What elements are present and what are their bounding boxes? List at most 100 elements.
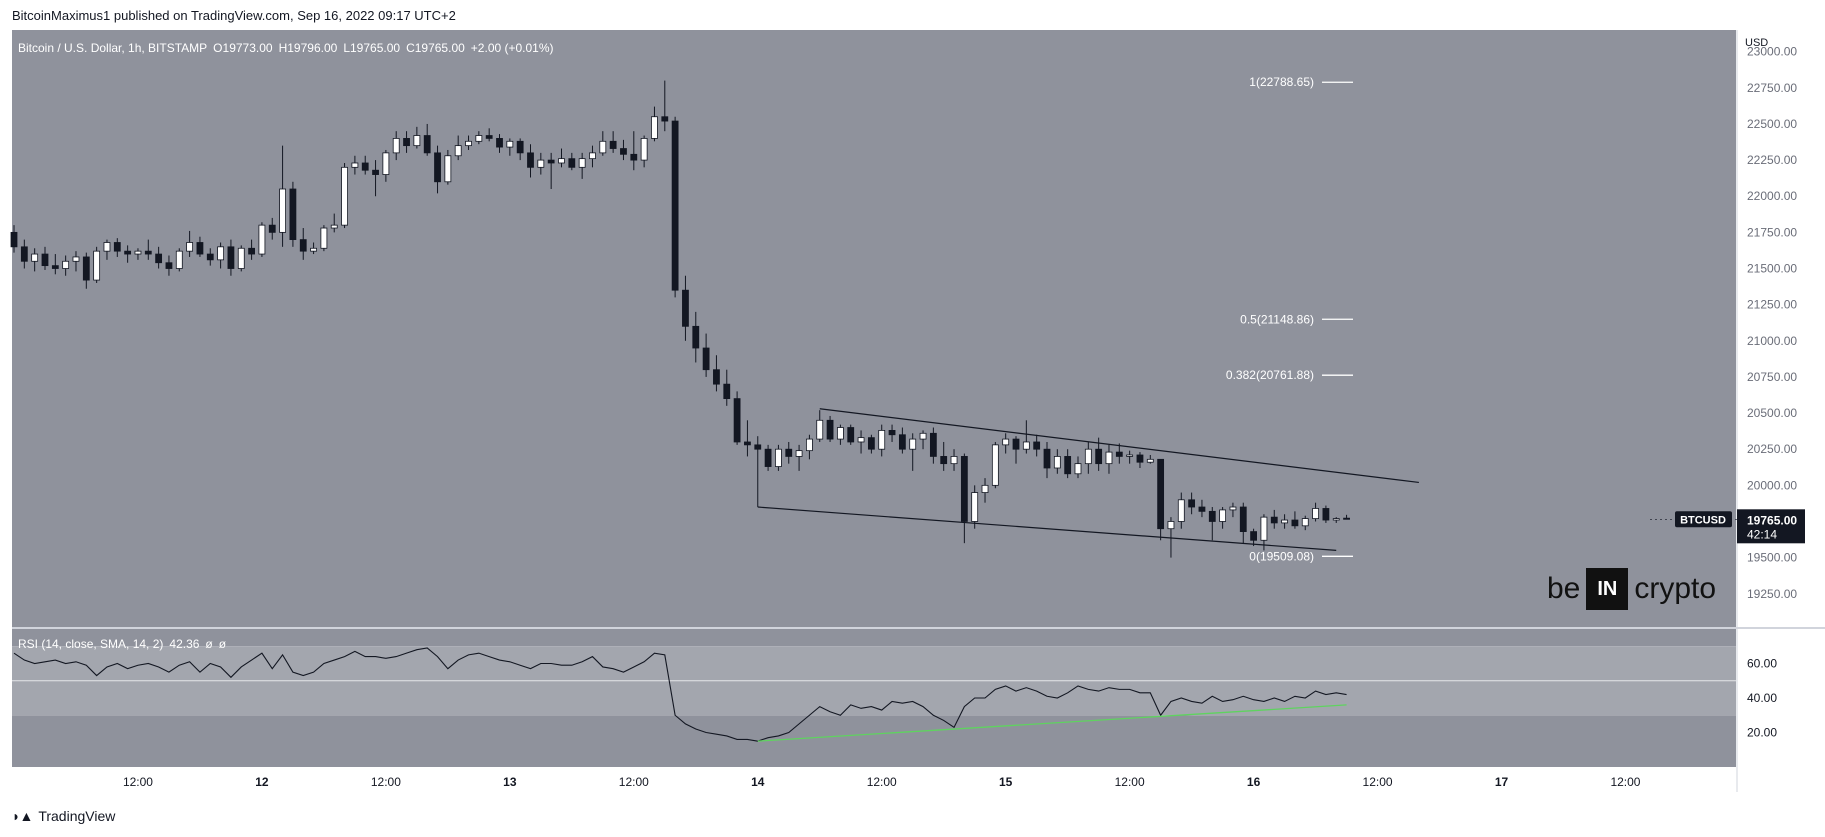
candle-bull[interactable] [103, 242, 111, 252]
candle-bull[interactable] [909, 438, 917, 450]
candle-bear[interactable] [1043, 448, 1051, 469]
candle-bear[interactable] [1157, 458, 1165, 530]
candle-bear[interactable] [41, 253, 49, 267]
candle-bear[interactable] [20, 246, 28, 262]
candle-bear[interactable] [929, 432, 937, 457]
candle-bull[interactable] [134, 250, 142, 255]
candle-bull[interactable] [795, 450, 803, 457]
candle-bull[interactable] [1312, 508, 1319, 519]
candle-bull[interactable] [1126, 454, 1134, 457]
candle-bear[interactable] [434, 152, 441, 183]
candle-bear[interactable] [867, 437, 875, 450]
candle-bull[interactable] [1281, 519, 1288, 524]
candle-bear[interactable] [206, 253, 214, 261]
candle-bear[interactable] [547, 159, 555, 164]
candle-bull[interactable] [806, 438, 813, 452]
candle-bull[interactable] [217, 246, 225, 261]
candle-bull[interactable] [62, 260, 70, 269]
candle-bull[interactable] [237, 247, 245, 269]
candle-bear[interactable] [630, 153, 638, 161]
candle-bear[interactable] [372, 169, 379, 175]
candle-bull[interactable] [186, 242, 194, 252]
candle-bull[interactable] [578, 158, 586, 168]
candle-bull[interactable] [919, 432, 927, 440]
candle-bear[interactable] [1343, 517, 1350, 520]
candle-bear[interactable] [661, 116, 669, 122]
candle-bull[interactable] [775, 448, 782, 467]
candle-bull[interactable] [351, 162, 359, 168]
candle-bull[interactable] [991, 444, 999, 486]
candle-bull[interactable] [1022, 441, 1030, 450]
candle-bull[interactable] [971, 492, 979, 522]
candle-bull[interactable] [1332, 518, 1340, 521]
candle-bear[interactable] [609, 140, 617, 149]
candle-bull[interactable] [465, 140, 472, 147]
candle-bull[interactable] [72, 256, 80, 262]
candle-bear[interactable] [744, 441, 751, 446]
candle-bear[interactable] [764, 448, 772, 467]
candle-bear[interactable] [1270, 516, 1278, 524]
candle-bear[interactable] [82, 256, 90, 281]
candle-bear[interactable] [496, 138, 503, 148]
candle-bear[interactable] [516, 140, 524, 154]
candle-bear[interactable] [1198, 506, 1206, 512]
candle-bull[interactable] [382, 152, 390, 175]
candle-bull[interactable] [1053, 456, 1061, 469]
candle-bear[interactable] [403, 138, 410, 147]
candle-bull[interactable] [93, 250, 101, 281]
candle-bear[interactable] [1095, 448, 1103, 465]
candle-bull[interactable] [341, 166, 348, 226]
candle-bear[interactable] [702, 347, 710, 371]
candle-bear[interactable] [10, 231, 18, 248]
candle-bear[interactable] [785, 448, 793, 457]
candle-bear[interactable] [248, 247, 255, 255]
candle-bull[interactable] [816, 419, 824, 440]
candle-bear[interactable] [1239, 506, 1247, 532]
candle-bull[interactable] [310, 247, 317, 252]
candle-bear[interactable] [1115, 451, 1123, 457]
candle-bear[interactable] [1064, 456, 1072, 475]
candle-bull[interactable] [537, 159, 545, 168]
candle-bear[interactable] [361, 162, 369, 171]
candle-bull[interactable] [31, 253, 39, 262]
candle-bear[interactable] [1250, 531, 1257, 541]
candle-bull[interactable] [1301, 518, 1309, 527]
candle-bull[interactable] [320, 227, 328, 249]
candle-bull[interactable] [330, 224, 338, 229]
candle-bear[interactable] [898, 434, 906, 450]
candle-bear[interactable] [1012, 438, 1020, 450]
candle-bear[interactable] [155, 253, 163, 264]
chart-area[interactable] [12, 30, 1736, 767]
candle-bull[interactable] [1105, 451, 1113, 465]
candle-bull[interactable] [1260, 516, 1268, 541]
candle-bull[interactable] [981, 484, 989, 493]
candle-bull[interactable] [857, 437, 865, 443]
candle-bull[interactable] [878, 430, 886, 450]
candle-bull[interactable] [444, 155, 452, 183]
candle-bear[interactable] [124, 250, 132, 255]
candle-bull[interactable] [837, 427, 844, 440]
candle-bear[interactable] [620, 148, 627, 155]
candle-bull[interactable] [1084, 448, 1092, 465]
candle-bull[interactable] [1074, 463, 1082, 475]
candle-bear[interactable] [196, 242, 204, 255]
candle-bull[interactable] [1177, 499, 1185, 522]
candle-bear[interactable] [723, 383, 731, 400]
candle-bear[interactable] [671, 120, 679, 291]
candle-bear[interactable] [733, 398, 741, 443]
candle-bear[interactable] [568, 158, 576, 168]
candle-bear[interactable] [1208, 510, 1216, 522]
candle-bear[interactable] [165, 262, 173, 269]
candle-bull[interactable] [258, 224, 266, 255]
candle-bear[interactable] [423, 135, 431, 154]
candle-bear[interactable] [299, 239, 307, 252]
candle-bull[interactable] [589, 152, 596, 160]
candle-bear[interactable] [1322, 508, 1330, 521]
candle-bear[interactable] [940, 456, 948, 465]
candle-bear[interactable] [113, 242, 121, 252]
candle-bull[interactable] [279, 188, 286, 233]
candle-bear[interactable] [1188, 499, 1196, 508]
candle-bear[interactable] [144, 250, 152, 255]
candle-bear[interactable] [485, 135, 493, 139]
